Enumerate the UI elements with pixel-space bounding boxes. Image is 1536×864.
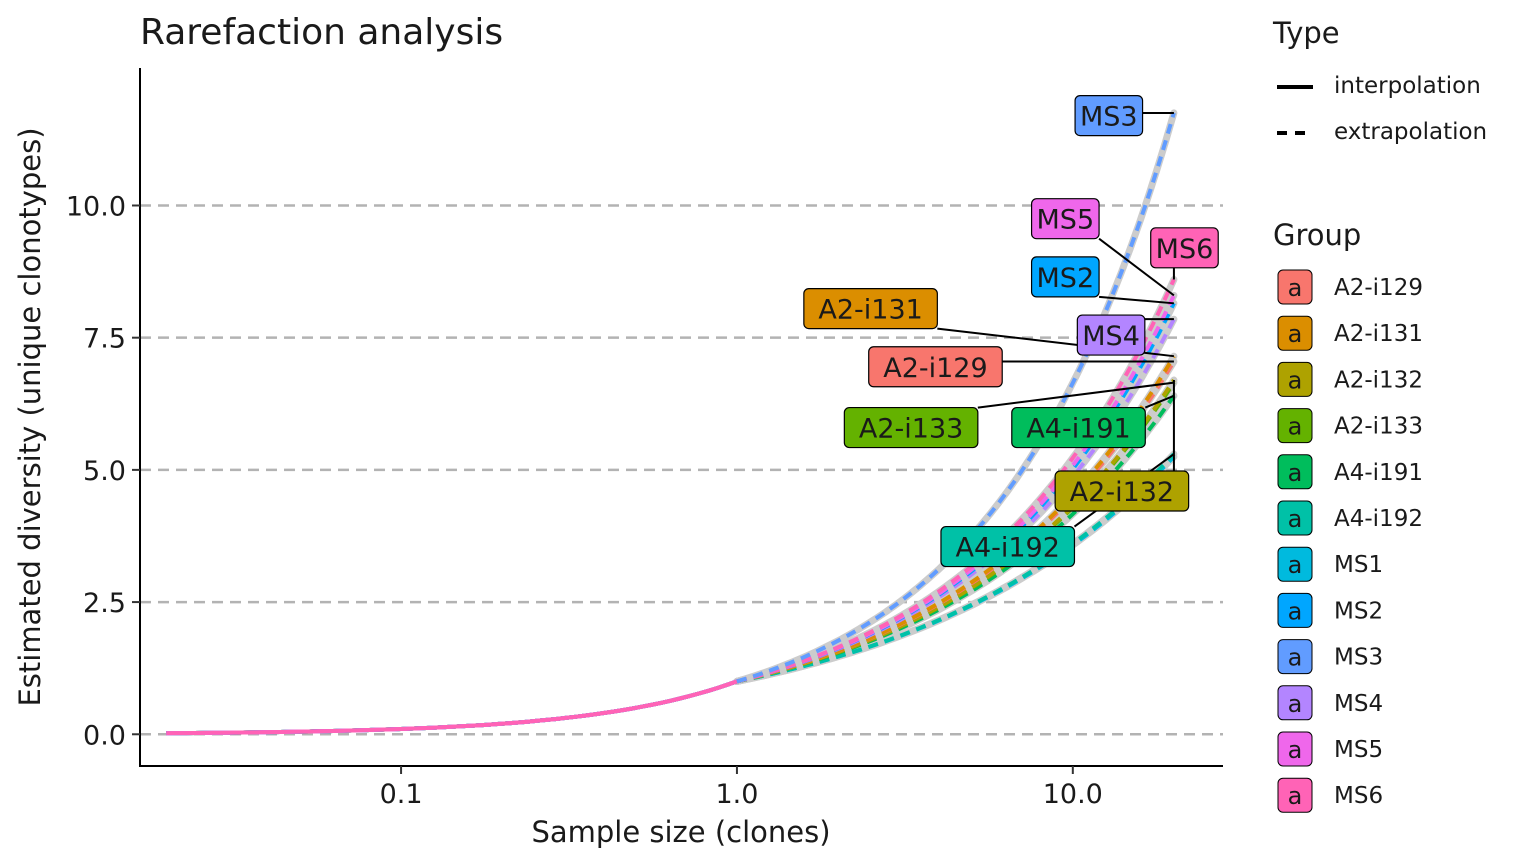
series-label-text: MS2 xyxy=(1037,263,1095,294)
legend-group-label: MS5 xyxy=(1334,737,1383,763)
y-tick-label: 7.5 xyxy=(83,324,126,355)
x-tick-label: 10.0 xyxy=(1043,779,1103,810)
series-label-text: MS5 xyxy=(1037,205,1095,236)
legend-key-glyph: a xyxy=(1288,320,1303,348)
y-axis-ticks: 0.0 2.5 5.0 7.5 10.0 xyxy=(66,191,140,751)
y-tick-label: 2.5 xyxy=(83,588,126,619)
legend-key-glyph: a xyxy=(1288,274,1303,302)
legend-group-label: MS2 xyxy=(1334,598,1383,624)
legend-key-glyph: a xyxy=(1288,366,1303,394)
series-label: MS5 xyxy=(1032,199,1100,239)
legend-group-item: a MS4 xyxy=(1278,686,1383,720)
legend-group-item: a A2-i129 xyxy=(1278,270,1423,304)
legend-type-label: extrapolation xyxy=(1334,119,1487,145)
y-tick-label: 5.0 xyxy=(83,456,126,487)
legend-group-label: A4-i191 xyxy=(1334,460,1423,486)
legend-group-label: MS6 xyxy=(1334,783,1383,809)
series-label: MS2 xyxy=(1032,257,1100,297)
series-label-text: A2-i133 xyxy=(859,414,963,445)
series-label-text: A2-i129 xyxy=(883,353,987,384)
series-label: A2-i131 xyxy=(804,289,938,329)
series-label-text: MS6 xyxy=(1156,234,1214,265)
legend-key-glyph: a xyxy=(1288,736,1303,764)
series-label-text: A4-i192 xyxy=(955,533,1059,564)
legend-type-label: interpolation xyxy=(1334,73,1481,99)
legend-group-label: A2-i132 xyxy=(1334,367,1423,393)
legend-group-label: A2-i133 xyxy=(1334,414,1423,440)
legend-key-glyph: a xyxy=(1288,413,1303,441)
legend-group-label: MS1 xyxy=(1334,552,1383,578)
series-label-text: MS3 xyxy=(1080,102,1138,133)
series-label-text: A2-i132 xyxy=(1070,477,1174,508)
legend-group-title: Group xyxy=(1273,218,1361,252)
legend-key-glyph: a xyxy=(1288,505,1303,533)
legend-key-glyph: a xyxy=(1288,644,1303,672)
y-tick-label: 0.0 xyxy=(83,720,126,751)
x-axis-ticks: 0.1 1.0 10.0 xyxy=(380,766,1103,810)
series-label: A4-i191 xyxy=(1012,408,1146,448)
rarefaction-chart: Rarefaction analysis Sample size (clones… xyxy=(0,0,1536,864)
legend-group-label: A2-i129 xyxy=(1334,275,1423,301)
legend-key-glyph: a xyxy=(1288,551,1303,579)
legend-group: Group a A2-i129 a A2-i131 a A2-i132 a A2-i133 a A… xyxy=(1273,218,1423,812)
y-axis-label: Estimated diversity (unique clonotypes) xyxy=(13,127,47,706)
y-tick-label: 10.0 xyxy=(66,191,126,222)
x-axis-label: Sample size (clones) xyxy=(531,815,830,849)
series-label-text: A2-i131 xyxy=(818,295,922,326)
legend-group-item: a MS5 xyxy=(1278,732,1383,766)
x-tick-label: 0.1 xyxy=(380,779,423,810)
legend-key-glyph: a xyxy=(1288,690,1303,718)
legend-group-item: a A4-i191 xyxy=(1278,455,1423,489)
series-label: MS6 xyxy=(1151,228,1219,268)
series-label: A2-i129 xyxy=(869,347,1003,387)
legend-group-item: a A4-i192 xyxy=(1278,501,1423,535)
interpolation-line xyxy=(166,681,737,733)
legend-group-item: a A2-i133 xyxy=(1278,409,1423,443)
legend-key-glyph: a xyxy=(1288,782,1303,810)
series-label: MS4 xyxy=(1077,315,1145,355)
legend-type: Type interpolation extrapolation xyxy=(1272,16,1487,145)
legend-group-label: MS4 xyxy=(1334,691,1383,717)
legend-group-label: A2-i131 xyxy=(1334,321,1423,347)
series-label-text: A4-i191 xyxy=(1026,414,1130,445)
legend-key-glyph: a xyxy=(1288,459,1303,487)
legend-group-item: a A2-i132 xyxy=(1278,362,1423,396)
legend-group-item: a MS1 xyxy=(1278,547,1383,581)
series-label: A4-i192 xyxy=(941,527,1075,567)
legend-group-label: A4-i192 xyxy=(1334,506,1423,532)
chart-title: Rarefaction analysis xyxy=(140,12,503,53)
legend-group-item: a A2-i131 xyxy=(1278,316,1423,350)
legend-key-glyph: a xyxy=(1288,597,1303,625)
legend-group-item: a MS6 xyxy=(1278,778,1383,812)
legend-type-title: Type xyxy=(1272,16,1340,50)
legend-group-items: a A2-i129 a A2-i131 a A2-i132 a A2-i133 a A4-i191… xyxy=(1278,270,1423,812)
legend-group-item: a MS2 xyxy=(1278,593,1383,627)
series-label: MS3 xyxy=(1075,96,1143,136)
x-tick-label: 1.0 xyxy=(715,779,758,810)
series-label-text: MS4 xyxy=(1082,321,1140,352)
legend-group-label: MS3 xyxy=(1334,645,1383,671)
series-label: A2-i133 xyxy=(844,408,978,448)
series-label: A2-i132 xyxy=(1055,471,1189,511)
legend-group-item: a MS3 xyxy=(1278,640,1383,674)
